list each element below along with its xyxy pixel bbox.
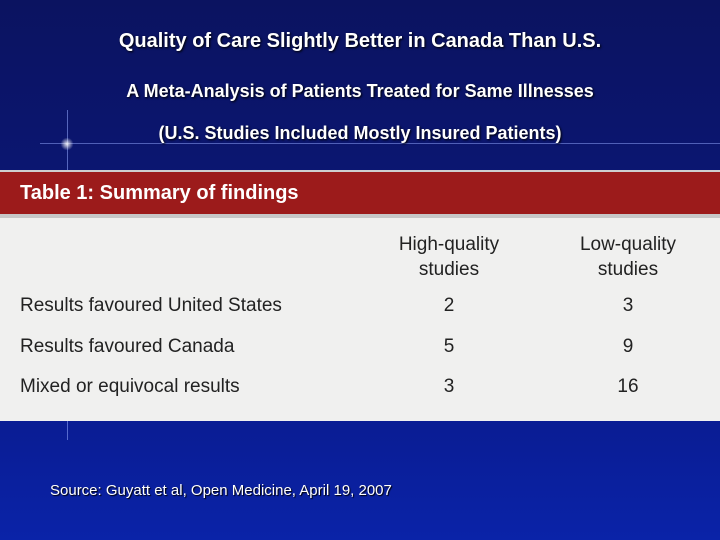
low-quality-value: 3: [622, 295, 634, 316]
column-header-high-quality: High-quality studies: [359, 232, 539, 282]
row-label: Mixed or equivocal results: [20, 376, 240, 397]
row-label: Results favoured Canada: [20, 336, 235, 357]
high-quality-value: 3: [443, 376, 455, 397]
column-header-low-quality: Low-quality studies: [538, 232, 718, 282]
column-header-line: studies: [597, 259, 659, 280]
table-row: Results favoured United States 2 3: [0, 292, 720, 322]
high-quality-value: 2: [443, 295, 455, 316]
findings-table: Table 1: Summary of findings High-qualit…: [0, 170, 720, 421]
source-citation: Source: Guyatt et al, Open Medicine, Apr…: [50, 482, 392, 499]
row-label: Results favoured United States: [20, 295, 282, 316]
slide-subtitle: A Meta-Analysis of Patients Treated for …: [126, 81, 594, 101]
slide-title: Quality of Care Slightly Better in Canad…: [118, 30, 602, 52]
column-header-line: Low-quality: [579, 234, 677, 255]
high-quality-value: 5: [443, 336, 455, 357]
sparkle-icon: [60, 138, 74, 150]
table-caption: Table 1: Summary of findings: [0, 170, 720, 218]
table-row: Results favoured Canada 5 9: [0, 333, 720, 363]
low-quality-value: 9: [622, 336, 634, 357]
low-quality-value: 16: [617, 376, 639, 397]
column-header-line: High-quality: [398, 234, 500, 255]
decorative-horizontal-line: [40, 143, 720, 144]
slide-subtitle-note: (U.S. Studies Included Mostly Insured Pa…: [158, 123, 562, 143]
table-row: Mixed or equivocal results 3 16: [0, 373, 720, 403]
column-header-line: studies: [418, 259, 480, 280]
